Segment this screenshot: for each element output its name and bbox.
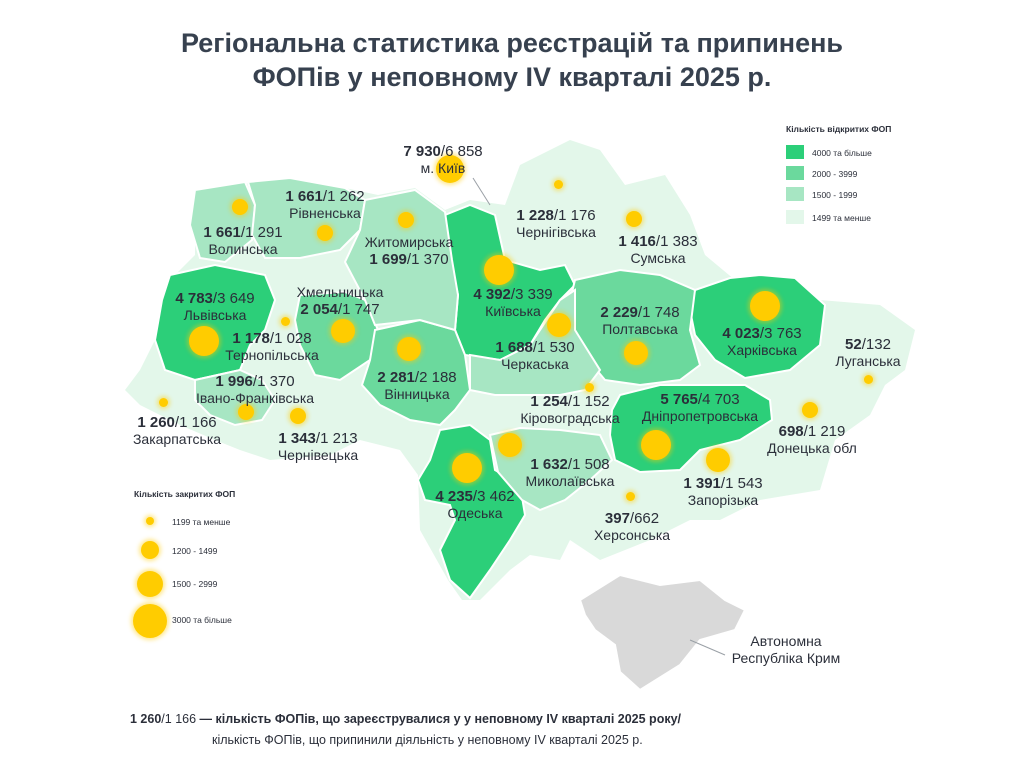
dot-mykolaivska (498, 433, 522, 457)
label-sumska: 1 416/1 383 Сумська (618, 233, 698, 266)
region-odeska (416, 423, 527, 600)
legend-dot-medium (141, 541, 159, 559)
legend-dot-small (146, 517, 154, 525)
footer-line-1: 1 260/1 166 — кількість ФОПів, що зареєс… (130, 712, 682, 726)
dot-ivano-frankivska (238, 404, 254, 420)
label-poltavska: 2 229/1 748 Полтавська (600, 304, 680, 337)
dot-zaporizka (706, 448, 730, 472)
region-zhytomyrska (343, 188, 460, 332)
dot-cherkaska (547, 313, 571, 337)
label-khersonska: 397/662 Херсонська (593, 510, 671, 543)
label-vinnytska: 2 281/2 188 Вінницька (377, 369, 457, 402)
label-ternopilska: 1 178/1 028 Тернопільська (225, 330, 319, 363)
title-line-1: Регіональна статистика реєстрацій та при… (180, 28, 844, 58)
region-rivnenska (246, 176, 367, 259)
legend-closed-item: 1500 - 2999 (172, 579, 218, 589)
title-line-2: ФОПів у неповному IV кварталі 2025 р. (252, 62, 772, 92)
dot-chernihivska (554, 180, 563, 189)
dot-kyiv-city (436, 155, 464, 183)
legend-swatch-tier4 (786, 210, 804, 224)
legend-closed-item: 3000 та більше (172, 615, 232, 625)
legend-open-item: 2000 - 3999 (812, 169, 858, 179)
legend-swatch-tier1 (786, 145, 804, 159)
label-khmelnytska: Хмельницька 2 054/1 747 (296, 284, 384, 318)
label-volynska: 1 661/1 291 Волинська (203, 224, 283, 257)
region-kharkivska (688, 273, 827, 380)
dot-khersonska (626, 492, 635, 501)
dot-poltavska (624, 341, 648, 365)
label-zhytomyrska: Житомирська 1 699/1 370 (364, 234, 454, 268)
label-kyivska: 4 392/3 339 Київська (473, 286, 553, 319)
dot-kyivska (484, 255, 514, 285)
dot-zhytomyrska (398, 212, 414, 228)
legend-closed-item: 1200 - 1499 (172, 546, 218, 556)
legend-open-item: 1499 та менше (812, 213, 871, 223)
label-donetska: 698/1 219 Донецька обл (767, 423, 857, 456)
label-kyiv-city: 7 930/6 858 м. Київ (403, 143, 483, 176)
legend-swatch-tier3 (786, 187, 804, 201)
dot-vinnytska (397, 337, 421, 361)
label-luhanska: 52/132 Луганська (835, 336, 901, 369)
region-lvivska (153, 263, 277, 382)
dot-kharkivska (750, 291, 780, 321)
legend-closed-item: 1199 та менше (172, 517, 231, 527)
legend-swatch-tier2 (786, 166, 804, 180)
label-lvivska: 4 783/3 649 Львівська (175, 290, 255, 323)
label-rivnenska: 1 661/1 262 Рівненська (285, 188, 365, 221)
label-crimea: Автономна Республіка Крим (731, 633, 841, 666)
footer-line-2: кількість ФОПів, що припинили діяльність… (212, 733, 643, 747)
legend-open-item: 4000 та більше (812, 148, 872, 158)
legend-closed-title: Кількість закритих ФОП (134, 489, 236, 499)
dot-kirovohradska (585, 383, 594, 392)
legend-open-title: Кількість відкритих ФОП (786, 124, 892, 134)
label-zakarpatska: 1 260/1 166 Закарпатська (132, 414, 222, 447)
dot-donetska (802, 402, 818, 418)
label-dnipropetrovska: 5 765/4 703 Дніпропетровська (641, 391, 759, 424)
label-zaporizka: 1 391/1 543 Запорізька (683, 475, 763, 508)
region-crimea (578, 573, 747, 692)
label-ivano-frankivska: 1 996/1 370 Івано-Франківська (195, 373, 315, 406)
label-mykolaivska: 1 632/1 508 Миколаївська (525, 456, 615, 489)
region-ivano-frankivska (194, 368, 277, 427)
legend-dot-xlarge (133, 604, 167, 638)
dot-khmelnytska (331, 319, 355, 343)
dot-luhanska (864, 375, 873, 384)
dot-sumska (626, 211, 642, 227)
label-kharkivska: 4 023/3 763 Харківська (722, 325, 802, 358)
label-cherkaska: 1 688/1 530 Черкаська (495, 339, 575, 372)
label-chernivetska: 1 343/1 213 Чернівецька (277, 430, 359, 463)
dot-odeska (452, 453, 482, 483)
dot-zakarpatska (159, 398, 168, 407)
label-odeska: 4 235/3 462 Одеська (435, 488, 515, 521)
dot-rivnenska (317, 225, 333, 241)
legend-open-item: 1500 - 1999 (812, 190, 858, 200)
label-kirovohradska: 1 254/1 152 Кіровоградська (520, 393, 620, 426)
legend-dot-large (137, 571, 163, 597)
dot-volynska (232, 199, 248, 215)
dot-lvivska (189, 326, 219, 356)
label-chernihivska: 1 228/1 176 Чернігівська (516, 207, 596, 240)
dot-chernivetska (290, 408, 306, 424)
dot-ternopilska (281, 317, 290, 326)
dot-dnipropetrovska (641, 430, 671, 460)
